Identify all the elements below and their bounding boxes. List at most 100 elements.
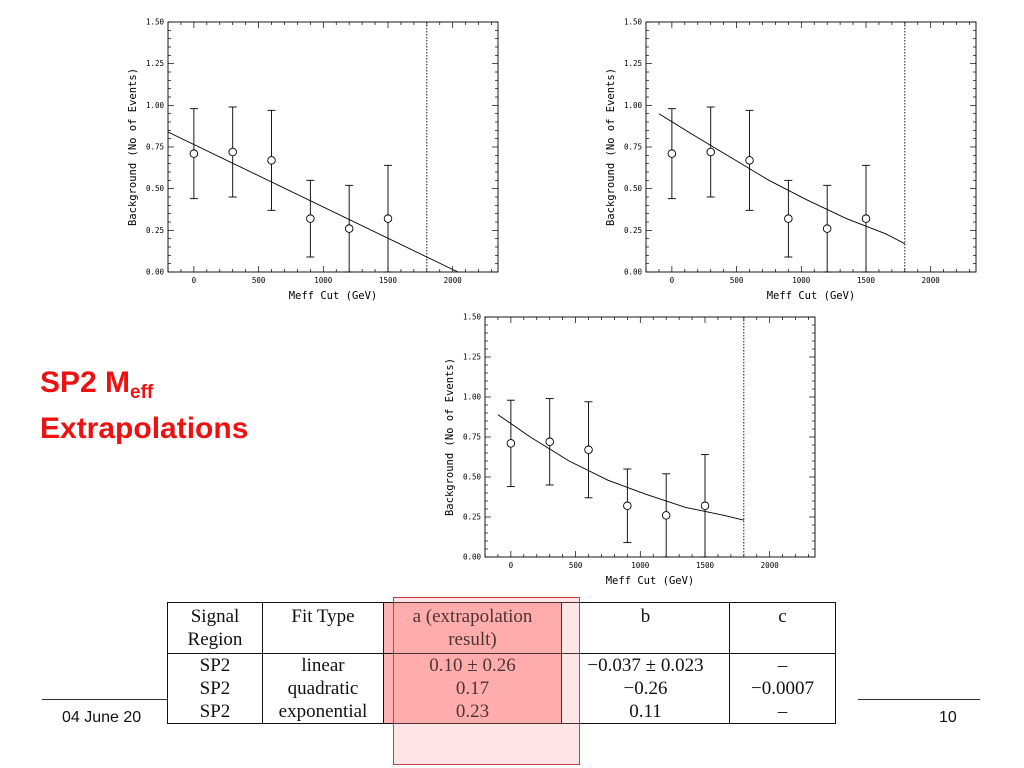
title-line2: Extrapolations [40,412,249,445]
y-tick-label: 1.50 [146,18,165,27]
y-tick-label: 0.00 [146,268,165,277]
x-tick-label: 0 [670,276,675,285]
slide-title: SP2 Meff Extrapolations [40,365,248,447]
cell-a: 0.17 [383,677,562,700]
y-tick-label: 1.25 [146,59,164,68]
data-point [344,224,354,233]
cell-fit-type: linear [262,653,384,677]
y-axis-label: Background (No of Events) [605,68,617,226]
cell-a: 0.23 [383,700,562,724]
y-tick-label: 1.25 [624,59,642,68]
footer-date: 04 June 20 [62,709,142,726]
cell-fit-type: exponential [262,700,384,724]
y-tick-label: 0.50 [146,184,165,193]
fit-results-table: Signal Region Fit Type a (extrapolation re… [167,602,836,724]
x-tick-label: 2000 [761,561,780,570]
plot-frame [645,21,977,273]
data-point [861,214,871,223]
data-point [784,214,793,223]
cell-b: −0.26 [561,677,730,700]
x-axis-label: Meff Cut (GeV) [606,575,695,587]
cell-region: SP2 [167,653,263,677]
data-point [267,156,276,165]
table-row: SP2 exponential 0.23 0.11 – [167,700,836,724]
header-b: b [561,602,730,654]
title-main: SP2 M [40,366,131,399]
cell-fit-type: quadratic [262,677,384,700]
cell-c: −0.0007 [729,677,836,700]
x-tick-label: 1500 [379,276,398,285]
x-tick-label: 500 [730,276,744,285]
x-tick-label: 0 [509,561,514,570]
header-signal-region: Signal Region [167,602,263,654]
x-tick-label: 1000 [792,276,811,285]
data-point [661,511,671,520]
data-point [667,149,677,158]
footer-rule-left [42,699,172,700]
y-tick-label: 0.00 [624,268,643,277]
plot-frame [484,316,816,558]
y-tick-label: 0.25 [146,226,164,235]
y-tick-label: 1.00 [624,101,643,110]
page-number: 10 [939,709,957,726]
cell-b: 0.11 [561,700,730,724]
fit-curve [168,131,459,272]
x-tick-label: 500 [569,561,583,570]
data-point [706,147,715,157]
y-tick-label: 0.75 [146,143,164,152]
y-tick-label: 0.25 [463,513,481,522]
x-tick-label: 2000 [444,276,463,285]
data-point [228,147,237,157]
title-subscript: eff [130,382,154,403]
y-tick-label: 1.25 [463,353,481,362]
y-tick-label: 1.50 [463,313,482,322]
y-axis-label: Background (No of Events) [127,68,139,226]
data-point [506,439,516,448]
chart-linear-fit: 0 500 1000 1500 2000 0.00 0.25 0.50 0.75 1.00 1.25… [100,10,499,310]
table-row: SP2 linear 0.10 ± 0.26 −0.037 ± 0.023 – [167,653,836,677]
y-tick-label: 0.75 [463,433,481,442]
data-point [383,214,393,223]
x-axis-label: Meff Cut (GeV) [767,290,856,302]
x-tick-label: 1000 [631,561,650,570]
chart-quadratic-fit: 0 500 1000 1500 2000 0.00 0.25 0.50 0.75 1.00 1.25… [578,10,978,310]
chart-exponential-fit: 0 500 1000 1500 2000 0.00 0.25 0.50 0.75 1.00 1.25… [444,305,840,595]
fit-curve [658,113,906,245]
y-tick-label: 1.00 [146,101,165,110]
cell-region: SP2 [167,677,263,700]
y-tick-label: 0.25 [624,226,642,235]
plot-frame [167,21,499,273]
cell-region: SP2 [167,700,263,724]
header-c: c [729,602,836,654]
data-point [745,156,754,165]
table-row: SP2 quadratic 0.17 −0.26 −0.0007 [167,677,836,700]
data-point [700,501,710,511]
x-tick-label: 1500 [696,561,715,570]
data-point [189,149,199,158]
x-tick-label: 500 [252,276,266,285]
data-point [623,501,632,511]
y-axis-label: Background (No of Events) [444,358,456,516]
data-point [306,214,315,223]
x-axis-label: Meff Cut (GeV) [289,290,378,302]
cell-c: – [729,653,836,677]
cell-b: −0.037 ± 0.023 [561,653,730,677]
y-tick-label: 0.75 [624,143,642,152]
footer-rule-right [858,699,980,700]
x-tick-label: 0 [192,276,197,285]
y-tick-label: 0.50 [463,473,482,482]
header-a: a (extrapolation result) [383,602,562,654]
data-point [584,445,593,455]
data-point [545,437,554,447]
cell-c: – [729,700,836,724]
x-tick-label: 1500 [857,276,876,285]
data-point [822,224,832,233]
x-tick-label: 2000 [922,276,941,285]
y-tick-label: 1.00 [463,393,482,402]
y-tick-label: 0.50 [624,184,643,193]
y-tick-label: 0.00 [463,553,482,562]
header-fit-type: Fit Type [262,602,384,654]
cell-a: 0.10 ± 0.26 [383,653,562,677]
table-header-row: Signal Region Fit Type a (extrapolation re… [167,602,836,654]
y-tick-label: 1.50 [624,18,643,27]
